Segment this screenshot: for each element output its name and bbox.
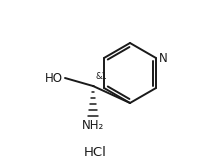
Text: &1: &1 [95,72,107,81]
Text: HO: HO [45,72,63,85]
Text: HCl: HCl [84,146,106,159]
Text: N: N [159,52,168,65]
Text: NH₂: NH₂ [82,119,104,132]
